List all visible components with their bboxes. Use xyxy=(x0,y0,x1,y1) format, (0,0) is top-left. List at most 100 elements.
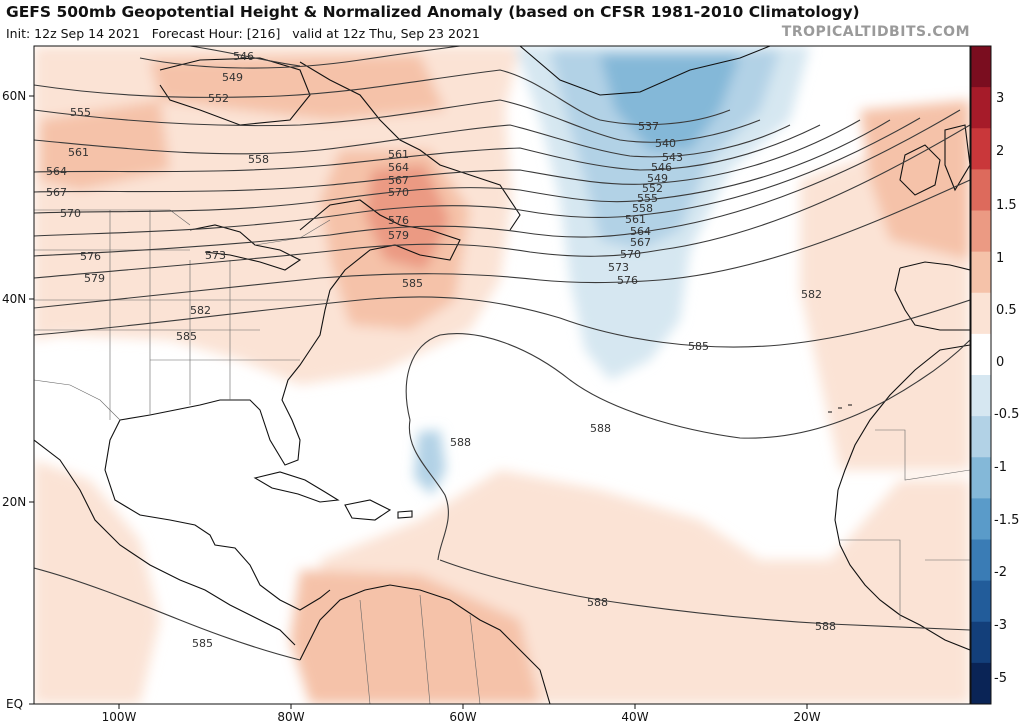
positive-anomaly-west-pacific xyxy=(34,460,160,704)
colorbar-swatch xyxy=(971,580,991,623)
british-isles xyxy=(899,124,970,196)
contour-label: 576 xyxy=(617,274,638,287)
colorbar-tick: -2 xyxy=(994,565,1007,580)
puerto-rico xyxy=(397,510,413,519)
contour-label: 552 xyxy=(642,182,663,195)
us-state-lines xyxy=(34,210,330,420)
colorbar-swatch xyxy=(971,87,991,129)
coastlines xyxy=(34,46,970,704)
contour-label: 588 xyxy=(590,422,611,435)
lon-label-100w: 100W xyxy=(102,710,137,724)
positive-anomaly-canada-core xyxy=(150,55,445,120)
east-coast-us xyxy=(119,289,331,466)
contour-label: 585 xyxy=(192,637,213,650)
colorbar-tick: -1 xyxy=(994,460,1007,475)
lon-label-20w: 20W xyxy=(793,710,820,724)
contour-label: 549 xyxy=(647,172,668,185)
colorbar-border xyxy=(970,45,992,705)
colorbar-tick: 1.5 xyxy=(996,198,1017,213)
contour-label: 558 xyxy=(632,202,653,215)
contour-label: 585 xyxy=(402,277,423,290)
contour-label: 555 xyxy=(637,192,658,205)
lat-label-40n: 40N xyxy=(2,292,26,306)
contour-label: 579 xyxy=(388,229,409,242)
contour-label: 570 xyxy=(620,248,641,261)
colorbar-swatches xyxy=(971,46,991,705)
contour-label: 561 xyxy=(68,146,89,159)
colorbar-tick: 3 xyxy=(996,91,1004,106)
contour-label: 573 xyxy=(205,249,226,262)
contour-label: 543 xyxy=(662,151,683,164)
lon-label-40w: 40W xyxy=(621,710,648,724)
iberia xyxy=(894,261,970,331)
longitude-axis: 100W 80W 60W 40W 20W xyxy=(102,704,821,724)
contour-label: 564 xyxy=(46,165,67,178)
init-time: Init: 12z Sep 14 2021 xyxy=(6,26,140,41)
colorbar-swatch xyxy=(971,621,991,664)
contour-label: 546 xyxy=(651,161,672,174)
latitude-axis: 60N 40N 20N EQ xyxy=(2,89,34,711)
colorbar-tick: -3 xyxy=(994,618,1007,633)
colorbar-swatch xyxy=(971,128,991,170)
negative-anomaly-trough-center xyxy=(600,55,740,150)
lat-label-20n: 20N xyxy=(2,495,26,509)
colorbar-tick: -5 xyxy=(994,671,1007,686)
positive-anomaly-south-america xyxy=(290,570,540,704)
positive-anomaly-newfoundland xyxy=(365,165,450,270)
contour-label: 588 xyxy=(450,436,471,449)
contour-label: 576 xyxy=(80,250,101,263)
colorbar-tick: 0.5 xyxy=(996,303,1017,318)
contour-label: 540 xyxy=(655,137,676,150)
colorbar-swatch xyxy=(971,46,991,88)
hudson-bay-coast xyxy=(159,57,311,126)
valid-time: valid at 12z Thu, Sep 23 2021 xyxy=(292,26,480,41)
colorbar-tick: -0.5 xyxy=(994,407,1019,422)
colorbar-swatch xyxy=(971,498,991,541)
map-border xyxy=(33,45,971,705)
contour-label: 567 xyxy=(388,174,409,187)
contour-labels: 546 549 552 555 561 564 567 570 558 573 … xyxy=(46,50,836,650)
contour-label: 582 xyxy=(190,304,211,317)
africa-borders xyxy=(840,429,970,620)
cuba xyxy=(253,471,340,503)
contour-label: 576 xyxy=(388,214,409,227)
colorbar-swatch xyxy=(971,662,991,705)
canary-islands xyxy=(828,404,852,413)
map-subtitle: Init: 12z Sep 14 2021 Forecast Hour: [21… xyxy=(6,26,480,41)
map-frame-content: 546 549 552 555 561 564 567 570 558 573 … xyxy=(34,46,970,704)
morocco-coast xyxy=(837,344,970,491)
contour-label: 564 xyxy=(388,161,409,174)
contour-label: 573 xyxy=(608,261,629,274)
contour-label: 561 xyxy=(625,213,646,226)
hispaniola xyxy=(344,499,392,521)
contour-label: 564 xyxy=(630,225,651,238)
contour-label: 570 xyxy=(60,207,81,220)
colorbar-tick: 2 xyxy=(996,144,1004,159)
mexico-pacific-coast xyxy=(34,439,296,646)
height-contours xyxy=(34,46,970,661)
positive-anomaly-europe xyxy=(860,100,970,260)
colorbar-swatch xyxy=(971,416,991,458)
contour-label: 588 xyxy=(587,596,608,609)
greenland-outline xyxy=(519,46,771,96)
colorbar-swatch xyxy=(971,375,991,417)
positive-anomaly-hudson xyxy=(40,100,170,190)
west-africa-coast xyxy=(834,489,970,651)
contour-label: 579 xyxy=(84,272,105,285)
colorbar-swatch xyxy=(971,169,991,212)
contour-label: 561 xyxy=(388,148,409,161)
gulf-of-st-lawrence xyxy=(299,199,461,291)
political-borders xyxy=(34,209,970,704)
colorbar-swatch xyxy=(971,539,991,582)
colorbar-tick: -1.5 xyxy=(994,513,1019,528)
contour-label: 549 xyxy=(222,71,243,84)
colorbar-swatch xyxy=(971,333,991,376)
brand-watermark: TROPICALTIDBITS.COM xyxy=(781,24,970,40)
south-america-north xyxy=(299,584,551,704)
colorbar-swatch xyxy=(971,210,991,253)
colorbar-swatch xyxy=(971,457,991,499)
contour-label: 567 xyxy=(46,186,67,199)
lon-label-60w: 60W xyxy=(449,710,476,724)
negative-anomaly-caribbean xyxy=(414,430,446,495)
